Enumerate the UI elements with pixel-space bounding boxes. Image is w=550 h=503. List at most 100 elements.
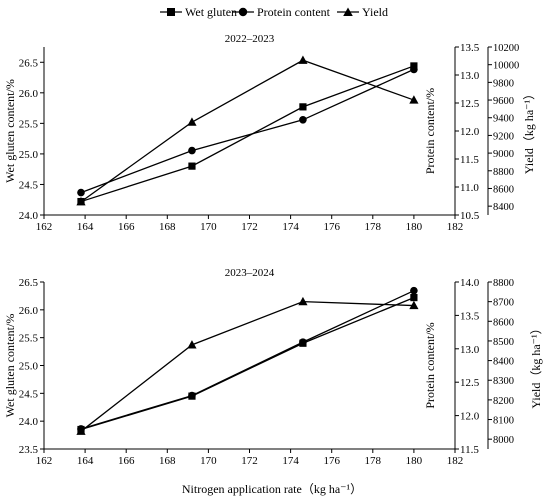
yield-point: [76, 196, 86, 206]
legend-square-icon: [167, 8, 175, 16]
x-tick-label: 166: [118, 221, 135, 233]
yield-tick-label: 8600: [493, 184, 514, 195]
panel-title: 2023–2024: [225, 267, 275, 279]
protein-tick-label: 12.0: [460, 126, 480, 138]
series-line-triangle: [80, 59, 415, 203]
yield-tick-label: 8800: [493, 167, 514, 178]
left-tick-label: 25.0: [19, 149, 39, 161]
yield-tick-label: 8300: [493, 376, 514, 387]
left-tick-label: 24.5: [19, 388, 39, 400]
yield-tick-label: 8800: [493, 278, 514, 289]
yield-tick-label: 9600: [493, 96, 514, 107]
protein-tick-label: 13.0: [460, 344, 480, 356]
x-tick-label: 176: [323, 221, 340, 233]
x-tick-label: 174: [282, 455, 299, 467]
protein-tick-label: 14.0: [460, 277, 480, 289]
legend-triangle-icon: [343, 7, 353, 16]
protein-point: [188, 146, 196, 155]
yield-tick-label: 8000: [493, 435, 514, 446]
yield-tick-label: 8200: [493, 396, 514, 407]
yield-tick-label: 9200: [493, 131, 514, 142]
yield-tick-label: 9800: [493, 78, 514, 89]
yield-tick-label: 8600: [493, 317, 514, 328]
left-tick-label: 25.0: [19, 361, 39, 373]
yield-point: [298, 55, 308, 64]
protein-point: [77, 188, 85, 197]
x-tick-label: 170: [200, 221, 217, 233]
x-tick-label: 180: [406, 455, 423, 467]
x-tick-label: 172: [241, 221, 258, 233]
legend-circle-icon: [238, 7, 248, 17]
left-tick-label: 25.5: [19, 118, 39, 130]
left-tick-label: 26.0: [19, 305, 39, 317]
legend-label-yield: Yield: [362, 5, 388, 19]
yield-tick-label: 10200: [493, 43, 519, 54]
left-tick-label: 24.0: [19, 210, 39, 222]
yield-tick-label: 8400: [493, 357, 514, 368]
panel-title: 2022–2023: [225, 33, 275, 45]
series-line-circle: [80, 290, 415, 430]
x-tick-label: 176: [323, 455, 340, 467]
x-tick-label: 178: [365, 455, 382, 467]
protein-tick-label: 12.5: [460, 98, 480, 110]
protein-tick-label: 13.5: [460, 42, 480, 54]
chart-2022-2023: 2022–2023 162 164 166 168 170 172 174 176 178 180 1…: [3, 33, 536, 233]
protein-point: [299, 116, 307, 124]
x-tick-label: 182: [447, 221, 464, 233]
x-tick-label: 162: [36, 455, 53, 467]
wet-gluten-point: [299, 103, 307, 111]
left-tick-label: 26.0: [19, 88, 39, 100]
legend-label-protein: Protein content: [257, 5, 331, 19]
protein-tick-label: 13.5: [460, 310, 480, 322]
left-tick-label: 23.5: [19, 444, 39, 456]
yield-axis-label: Yield（kg ha⁻¹）: [522, 88, 536, 174]
x-axis-label: Nitrogen application rate（kg ha⁻¹）: [182, 482, 362, 496]
protein-tick-label: 11.0: [460, 182, 479, 194]
x-tick-label: 174: [282, 221, 299, 233]
yield-tick-label: 8400: [493, 202, 514, 213]
protein-point: [410, 65, 418, 74]
wet-gluten-point: [410, 293, 418, 302]
protein-axis-label: Protein content/%: [423, 88, 437, 174]
yield-tick-label: 9000: [493, 149, 514, 160]
yield-point: [76, 426, 86, 435]
yield-point: [298, 296, 308, 306]
protein-axis-label: Protein content/%: [423, 322, 437, 408]
x-tick-label: 172: [241, 455, 258, 467]
series-line-circle: [80, 68, 415, 194]
yield-axis-label: Yield（kg ha⁻¹）: [529, 322, 543, 408]
protein-tick-label: 12.5: [460, 377, 480, 389]
x-tick-label: 166: [118, 455, 135, 467]
x-tick-label: 170: [200, 455, 217, 467]
protein-point: [188, 391, 196, 400]
x-tick-label: 182: [447, 455, 464, 467]
left-axis-label: Wet gluten content/%: [3, 314, 17, 418]
protein-tick-label: 11.5: [460, 444, 479, 456]
yield-tick-label: 8100: [493, 416, 514, 427]
series-line-square: [80, 296, 415, 431]
x-tick-label: 168: [159, 455, 176, 467]
x-tick-label: 180: [406, 221, 423, 233]
left-tick-label: 26.5: [19, 57, 39, 69]
legend: Wet gluten Protein content Yield: [160, 5, 388, 19]
wet-gluten-point: [188, 162, 196, 170]
yield-tick-label: 9400: [493, 114, 514, 125]
left-axis-label: Wet gluten content/%: [3, 79, 17, 183]
yield-point: [187, 117, 197, 126]
yield-tick-label: 8700: [493, 298, 514, 309]
protein-point: [299, 338, 307, 346]
left-tick-label: 24.0: [19, 416, 39, 428]
series-line-triangle: [80, 300, 414, 432]
yield-tick-label: 8500: [493, 337, 514, 348]
yield-tick-label: 10000: [493, 61, 519, 72]
left-tick-label: 24.5: [19, 179, 39, 191]
left-tick-label: 25.5: [19, 333, 39, 345]
x-tick-label: 178: [365, 221, 382, 233]
yield-point: [409, 300, 419, 310]
yield-point: [409, 95, 419, 104]
protein-point: [410, 286, 418, 295]
protein-tick-label: 12.0: [460, 411, 480, 423]
yield-point: [187, 340, 197, 349]
series-line-square: [80, 65, 415, 203]
